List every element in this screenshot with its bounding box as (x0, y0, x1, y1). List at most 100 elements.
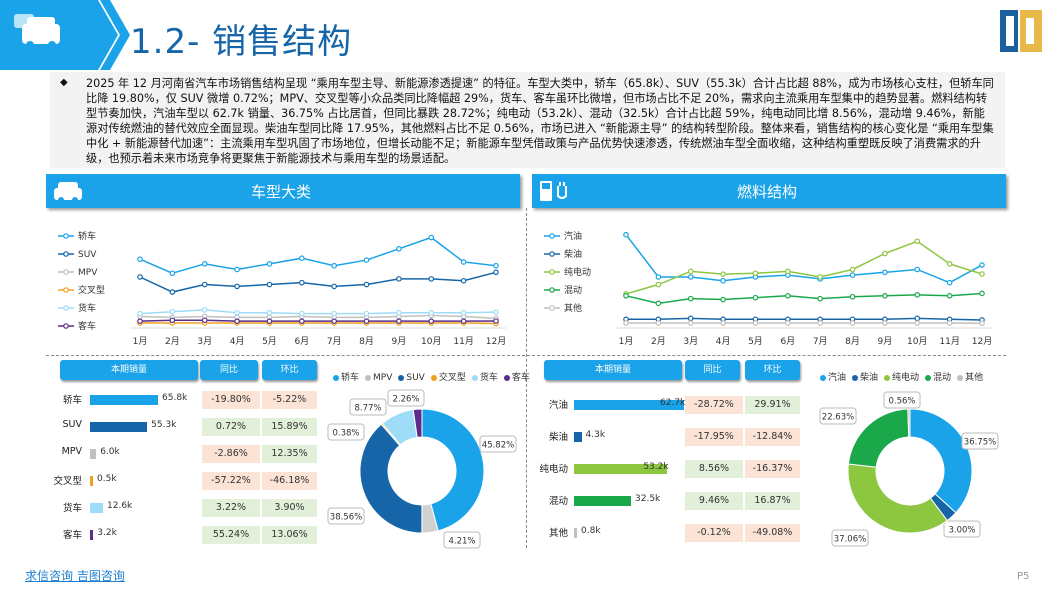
x-tick-label: 5月 (748, 336, 763, 347)
data-label-box (883, 391, 921, 409)
legend-dot (925, 374, 932, 381)
car-icon (14, 14, 60, 49)
data-point (720, 271, 726, 277)
legend-marker (63, 323, 69, 329)
data-point (914, 320, 921, 326)
mom-cell: 13.06% (262, 526, 317, 544)
data-point (331, 283, 337, 290)
legend-label: 轿车 (78, 230, 96, 242)
series-line-货车 (139, 309, 497, 315)
data-point (849, 272, 856, 278)
donut-slice-客车 (412, 408, 423, 438)
data-point (266, 318, 273, 324)
yoy-cell: -28.72% (685, 396, 743, 414)
page-title: 1.2- 销售结构 (130, 22, 353, 62)
donut-legend-left: 轿车 MPV SUV 交叉型 货车 客车 (333, 370, 536, 383)
data-label-box (327, 423, 365, 441)
data-label-box (327, 507, 365, 525)
x-tick-label: 1月 (133, 336, 148, 347)
data-point (331, 310, 337, 317)
data-point (169, 289, 176, 295)
x-tick-label: 9月 (392, 336, 407, 347)
mom-cell: -16.37% (745, 460, 800, 478)
x-tick-label: 3月 (683, 336, 698, 347)
data-point (687, 315, 694, 322)
bullet-icon: ◆ (60, 77, 68, 88)
legend-item: 汽油 (820, 370, 846, 383)
legend-label: 柴油 (860, 373, 879, 383)
bar (574, 528, 577, 538)
legend-label: 交叉型 (78, 284, 105, 296)
x-tick-label: 6月 (780, 336, 795, 347)
data-point (331, 262, 337, 269)
summary-text: 2025 年 12 月河南省汽车市场销售结构呈现 “乘用车型主导、新能源渗透提速… (86, 77, 994, 165)
data-label-box (819, 407, 857, 425)
legend-dot (884, 374, 891, 381)
data-point (946, 261, 953, 267)
yoy-cell: -2.86% (202, 445, 260, 463)
legend-item: 纯电动 (884, 370, 919, 383)
legend-dot (471, 374, 478, 381)
data-label: 36.75% (964, 438, 996, 448)
series-line-SUV (139, 271, 497, 293)
data-point (460, 309, 467, 316)
mom-cell: -12.84% (745, 428, 800, 446)
legend-item: 轿车 (333, 370, 359, 383)
data-point (299, 318, 305, 324)
data-point (946, 279, 953, 286)
legend-label: MPV (78, 268, 98, 278)
summary-box: ◆ 2025 年 12 月河南省汽车市场销售结构呈现 “乘用车型主导、新能源渗透… (50, 72, 1005, 168)
mom-cell: 12.35% (262, 445, 317, 463)
donut-slice-其他 (907, 408, 911, 438)
yoy-cell: 55.24% (202, 526, 260, 544)
data-label-box (961, 432, 999, 450)
data-point (979, 290, 985, 297)
legend-item: 交叉型 (430, 370, 466, 383)
x-tick-label: 11月 (939, 336, 959, 347)
legend-marker (549, 269, 555, 275)
data-point (752, 270, 759, 277)
legend-label: 货车 (78, 302, 96, 314)
legend-dot (820, 374, 826, 381)
data-point (493, 269, 499, 276)
legend-dot (957, 374, 964, 381)
data-label: 45.82% (482, 441, 514, 451)
data-point (234, 283, 240, 290)
bar (90, 530, 94, 540)
legend-item: 混动 (925, 370, 951, 383)
data-point (428, 309, 435, 316)
header-yoy-right: 同比 (685, 360, 740, 380)
row-label: 轿车 (62, 395, 82, 406)
legend-label: MPV (373, 373, 393, 383)
car-icon (54, 182, 82, 203)
legend-marker (63, 287, 69, 293)
bar-value: 0.8k (581, 526, 601, 536)
data-point (785, 293, 791, 299)
legend-label: 汽油 (564, 230, 582, 242)
yoy-cell: -0.12% (685, 524, 743, 542)
x-tick-label: 6月 (294, 336, 309, 347)
section-title-left: 车型大类 (251, 183, 312, 201)
data-point (752, 294, 759, 301)
x-tick-label: 5月 (262, 336, 277, 347)
data-point (234, 266, 240, 273)
header-volume-right: 本期销量 (544, 360, 682, 380)
x-tick-label: 12月 (486, 336, 506, 347)
x-tick-label: 2月 (651, 336, 666, 347)
bar-value: 3.2k (97, 528, 117, 538)
data-point (882, 293, 888, 299)
legend-marker (63, 233, 69, 239)
donut-slice-纯电动 (847, 463, 948, 534)
data-point (460, 318, 467, 324)
data-label: 0.56% (888, 397, 915, 407)
data-point (882, 269, 888, 276)
data-label-box (831, 529, 869, 547)
vertical-divider (526, 208, 527, 548)
data-point (687, 274, 694, 280)
data-point (914, 315, 921, 322)
footer-brand-link[interactable]: 求信咨询 吉图咨询 (25, 569, 125, 583)
brand-logo (1000, 10, 1042, 52)
data-point (817, 295, 823, 302)
data-label-box (479, 435, 517, 453)
page-number: P5 (1017, 571, 1030, 582)
